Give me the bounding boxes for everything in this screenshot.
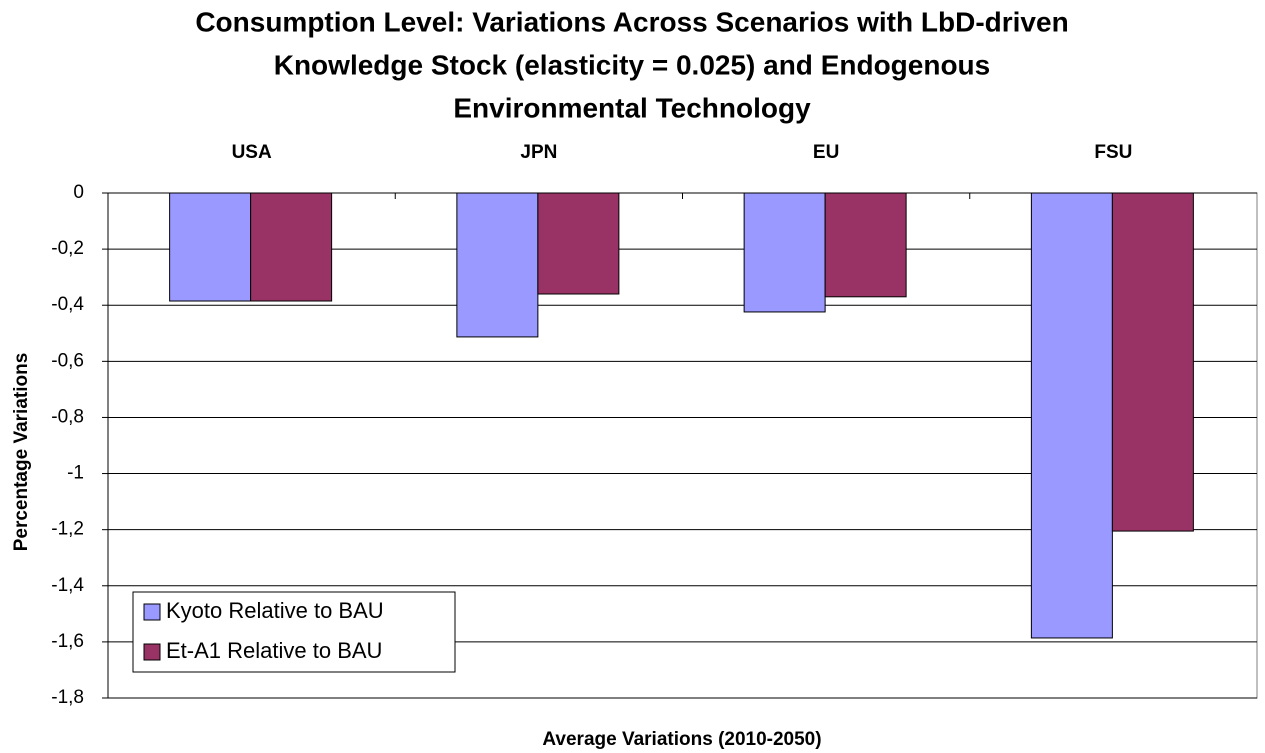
bar [169, 192, 252, 302]
legend-swatch [143, 603, 161, 621]
legend-box [132, 591, 456, 673]
chart-title: Knowledge Stock (elasticity = 0.025) and… [274, 49, 991, 80]
y-tick-label: -0,4 [51, 294, 84, 315]
y-tick-label: -1,2 [51, 519, 84, 540]
x-tick-label: USA [232, 142, 272, 163]
chart-title: Environmental Technology [453, 92, 811, 123]
x-tick-label: JPN [520, 142, 557, 163]
bar [1030, 192, 1113, 639]
y-tick-label: 0 [73, 182, 84, 203]
bar [456, 192, 539, 338]
bar [743, 192, 826, 313]
y-tick-label: -0,6 [51, 350, 84, 371]
y-tick-label: -1,6 [51, 631, 84, 652]
bar [824, 192, 907, 298]
legend-label: Et-A1 Relative to BAU [166, 638, 382, 663]
y-tick-label: -1,8 [51, 687, 84, 708]
y-axis-label: Percentage Variations [11, 353, 32, 552]
chart-title: Consumption Level: Variations Across Sce… [195, 6, 1068, 37]
bar [537, 192, 620, 295]
legend-swatch [143, 643, 161, 661]
legend-label: Kyoto Relative to BAU [166, 598, 384, 623]
y-tick-label: -0,8 [51, 406, 84, 427]
bar [1111, 192, 1194, 532]
x-tick-label: EU [813, 142, 839, 163]
x-tick-label: FSU [1094, 142, 1132, 163]
y-tick-label: -1 [67, 463, 84, 484]
x-axis-label: Average Variations (2010-2050) [542, 729, 821, 750]
y-tick-label: -0,2 [51, 238, 84, 259]
bar [250, 192, 333, 302]
y-tick-label: -1,4 [51, 575, 84, 596]
